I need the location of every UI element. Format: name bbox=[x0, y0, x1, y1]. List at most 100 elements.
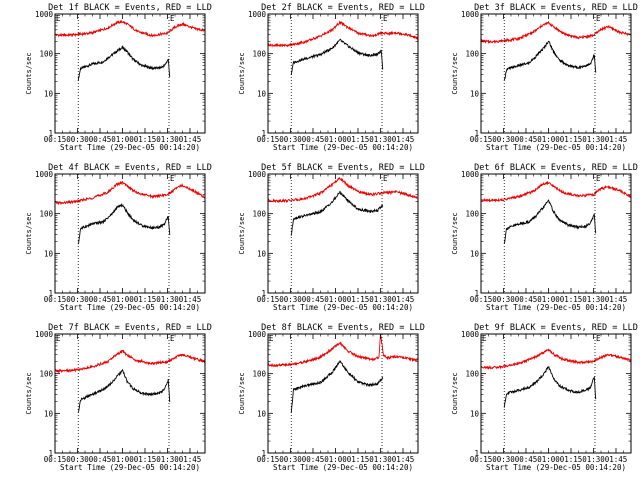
start-marker-label: E bbox=[56, 14, 61, 23]
plot-frame bbox=[54, 173, 206, 294]
y-tick-label: 100 bbox=[465, 370, 479, 379]
lld-series-line bbox=[480, 20, 632, 45]
y-tick-label: 10 bbox=[470, 249, 480, 258]
events-series-line bbox=[290, 359, 384, 413]
lld-series-line bbox=[54, 349, 206, 374]
end-marker-label: E bbox=[170, 174, 175, 183]
x-tick-label: 00:15 bbox=[470, 295, 493, 304]
lld-series-line bbox=[54, 180, 206, 206]
y-tick-label: 10 bbox=[257, 409, 267, 418]
panel-title: Det 8f BLACK = Events, RED = LLD bbox=[261, 323, 425, 333]
x-tick-label: 01:00 bbox=[324, 455, 347, 464]
x-tick-label: 00:45 bbox=[302, 295, 325, 304]
events-series-line bbox=[503, 40, 597, 81]
plot-frame bbox=[480, 13, 632, 134]
x-tick-label: 01:30 bbox=[369, 135, 392, 144]
y-tick-label: 100 bbox=[252, 50, 266, 59]
x-tick-label: 01:00 bbox=[324, 295, 347, 304]
x-tick-label: 00:30 bbox=[492, 135, 515, 144]
x-tick-label: 00:45 bbox=[302, 135, 325, 144]
x-tick-label: 00:15 bbox=[44, 295, 67, 304]
x-tick-label: 00:15 bbox=[257, 135, 280, 144]
lld-series-line bbox=[267, 177, 419, 204]
y-tick-label: 1 bbox=[474, 289, 479, 298]
x-axis-label: Start Time (29-Dec-05 00:14:20) bbox=[60, 303, 200, 312]
x-tick-label: 00:45 bbox=[515, 455, 538, 464]
end-marker-label: E bbox=[383, 14, 388, 23]
x-tick-label: 01:45 bbox=[392, 135, 415, 144]
x-tick-label: 01:15 bbox=[134, 135, 157, 144]
x-axis-label: Start Time (29-Dec-05 00:14:20) bbox=[273, 463, 413, 472]
x-tick-label: 00:15 bbox=[257, 455, 280, 464]
x-axis-label: Start Time (29-Dec-05 00:14:20) bbox=[60, 143, 200, 152]
y-tick-label: 1000 bbox=[461, 330, 480, 339]
y-tick-label: 10 bbox=[470, 89, 480, 98]
y-tick-label: 100 bbox=[39, 370, 53, 379]
x-tick-label: 01:00 bbox=[537, 135, 560, 144]
x-tick-label: 01:15 bbox=[134, 455, 157, 464]
end-marker-label: E bbox=[596, 174, 601, 183]
lld-series-line bbox=[267, 333, 419, 368]
lld-series-line bbox=[480, 348, 632, 370]
events-series-line bbox=[77, 44, 171, 81]
panel-title: Det 6f BLACK = Events, RED = LLD bbox=[474, 163, 638, 173]
y-tick-label: 100 bbox=[39, 50, 53, 59]
start-marker-label: E bbox=[482, 334, 487, 343]
y-axis-label: Counts/sec bbox=[238, 212, 246, 254]
x-tick-label: 00:30 bbox=[279, 455, 302, 464]
y-tick-label: 10 bbox=[44, 249, 54, 258]
x-tick-label: 00:30 bbox=[279, 135, 302, 144]
x-tick-label: 00:45 bbox=[302, 455, 325, 464]
x-tick-label: 01:00 bbox=[111, 295, 134, 304]
x-tick-label: 00:45 bbox=[89, 455, 112, 464]
start-marker-label: E bbox=[56, 334, 61, 343]
plot-frame bbox=[267, 333, 419, 454]
x-tick-label: 01:30 bbox=[156, 455, 179, 464]
events-series-line bbox=[290, 190, 384, 236]
x-tick-label: 01:30 bbox=[582, 135, 605, 144]
y-axis-label: Counts/sec bbox=[25, 52, 33, 94]
panel-title: Det 3f BLACK = Events, RED = LLD bbox=[474, 3, 638, 13]
x-tick-label: 00:45 bbox=[515, 135, 538, 144]
y-tick-label: 10 bbox=[44, 409, 54, 418]
x-tick-label: 00:45 bbox=[89, 295, 112, 304]
y-tick-label: 1 bbox=[474, 449, 479, 458]
x-tick-label: 00:30 bbox=[66, 455, 89, 464]
x-tick-label: 00:30 bbox=[66, 295, 89, 304]
x-tick-label: 00:15 bbox=[470, 135, 493, 144]
y-axis-label: Counts/sec bbox=[451, 52, 459, 94]
x-tick-label: 01:45 bbox=[605, 135, 628, 144]
x-tick-label: 01:30 bbox=[156, 295, 179, 304]
x-tick-label: 01:45 bbox=[605, 295, 628, 304]
y-axis-label: Counts/sec bbox=[238, 52, 246, 94]
x-tick-label: 00:15 bbox=[470, 455, 493, 464]
x-tick-label: 00:15 bbox=[257, 295, 280, 304]
x-tick-label: 01:15 bbox=[560, 135, 583, 144]
y-tick-label: 1 bbox=[474, 129, 479, 138]
x-tick-label: 00:30 bbox=[492, 455, 515, 464]
events-series-line bbox=[77, 368, 171, 413]
x-axis-label: Start Time (29-Dec-05 00:14:20) bbox=[486, 143, 626, 152]
plot-frame bbox=[54, 333, 206, 454]
x-tick-label: 00:45 bbox=[515, 295, 538, 304]
panel-title: Det 1f BLACK = Events, RED = LLD bbox=[48, 3, 212, 13]
start-marker-label: E bbox=[269, 334, 274, 343]
y-axis-label: Counts/sec bbox=[25, 372, 33, 414]
y-tick-label: 1000 bbox=[248, 10, 267, 19]
x-tick-label: 01:30 bbox=[369, 295, 392, 304]
y-tick-label: 1000 bbox=[35, 10, 54, 19]
x-axis-label: Start Time (29-Dec-05 00:14:20) bbox=[60, 463, 200, 472]
panel-title: Det 4f BLACK = Events, RED = LLD bbox=[48, 163, 212, 173]
x-tick-label: 01:45 bbox=[179, 295, 202, 304]
x-tick-label: 01:00 bbox=[537, 455, 560, 464]
x-tick-label: 01:45 bbox=[392, 295, 415, 304]
end-marker-label: E bbox=[170, 334, 175, 343]
x-tick-label: 00:30 bbox=[66, 135, 89, 144]
y-tick-label: 1 bbox=[48, 129, 53, 138]
y-tick-label: 1000 bbox=[461, 170, 480, 179]
y-tick-label: 1000 bbox=[35, 170, 54, 179]
